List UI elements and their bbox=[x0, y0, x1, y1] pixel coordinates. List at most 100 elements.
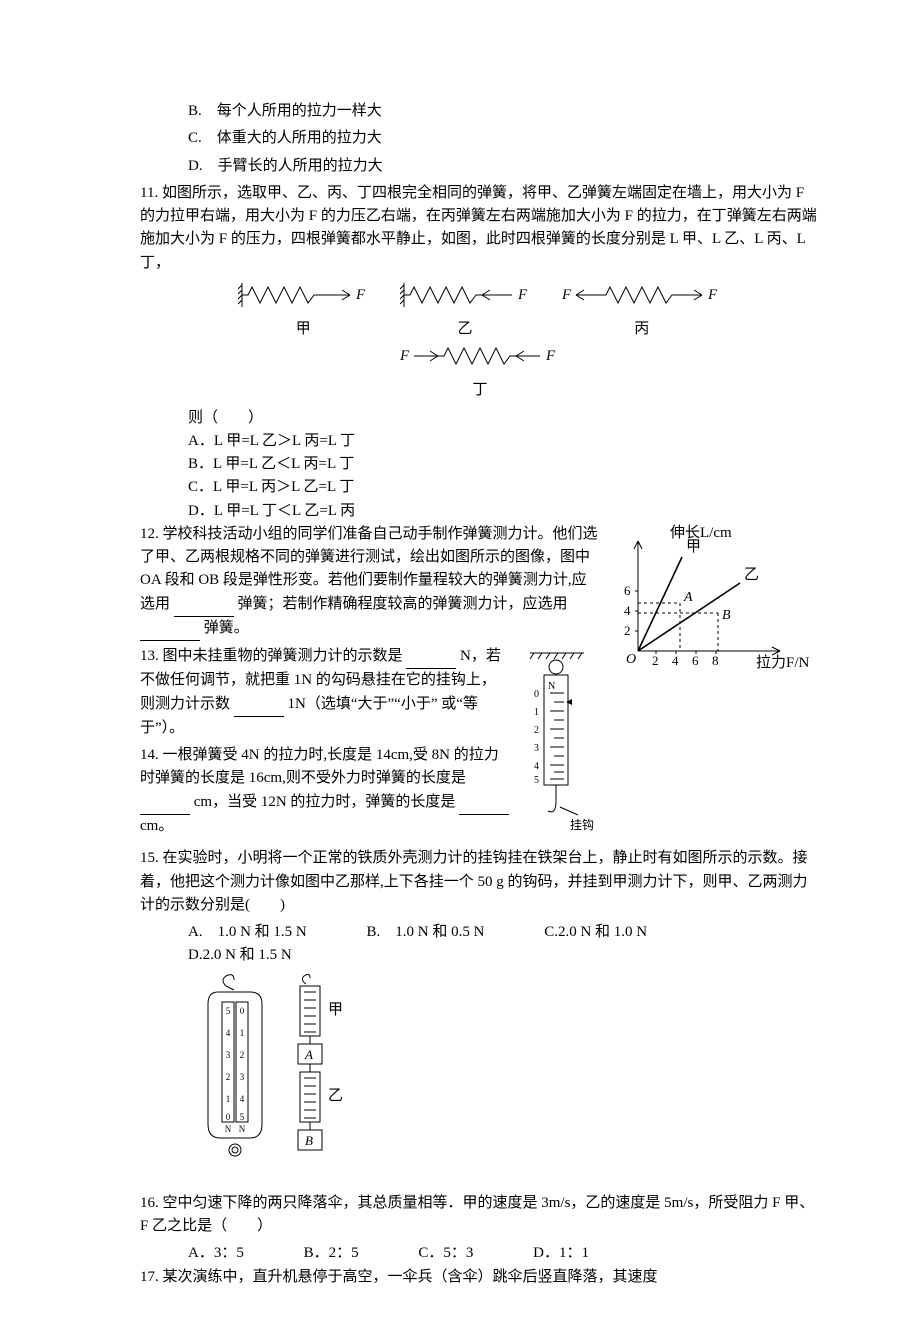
svg-text:2: 2 bbox=[534, 725, 539, 736]
spring-label: 甲 bbox=[238, 318, 368, 341]
spring-label: 丙 bbox=[562, 318, 722, 341]
svg-text:B: B bbox=[305, 1133, 313, 1148]
opt-text: 每个人所用的拉力一样大 bbox=[217, 103, 382, 119]
q15-opt-a: A. 1.0 N 和 1.5 N bbox=[188, 921, 335, 944]
opt-letter: D. bbox=[140, 158, 218, 174]
svg-text:挂钩: 挂钩 bbox=[570, 818, 594, 832]
q15-options: A. 1.0 N 和 1.5 N B. 1.0 N 和 0.5 N C.2.0 … bbox=[140, 921, 820, 968]
opt-letter: C. bbox=[140, 130, 217, 146]
svg-text:N: N bbox=[548, 681, 555, 692]
svg-text:F: F bbox=[707, 287, 718, 303]
svg-text:5: 5 bbox=[226, 1006, 231, 1016]
q13-figure: N 0 1 2 3 4 5 挂钩 bbox=[520, 645, 600, 843]
q16-opt-d: D．1：1 bbox=[533, 1242, 617, 1265]
svg-text:8: 8 bbox=[712, 653, 719, 668]
svg-text:甲: 甲 bbox=[328, 1002, 343, 1018]
svg-text:B: B bbox=[722, 608, 731, 623]
prev-option-c: C. 体重大的人所用的拉力大 bbox=[140, 127, 820, 150]
svg-text:4: 4 bbox=[672, 653, 679, 668]
opt-text: 1.0 N 和 1.5 N bbox=[218, 921, 307, 944]
blank bbox=[174, 593, 234, 617]
opt-text: 2.0 N 和 1.5 N bbox=[203, 944, 292, 967]
q11-figure: F 甲 F 乙 F F 丙 F bbox=[140, 281, 820, 403]
q14: 14. 一根弹簧受 4N 的拉力时,长度是 14cm,受 8N 的拉力时弹簧的长… bbox=[140, 744, 820, 838]
q-number: 12. bbox=[140, 526, 159, 542]
opt-text: 手臂长的人所用的拉力大 bbox=[218, 158, 383, 174]
q15-opt-b: B. 1.0 N 和 0.5 N bbox=[367, 921, 513, 944]
svg-text:0: 0 bbox=[226, 1112, 231, 1122]
q15-opt-d: D.2.0 N 和 1.5 N bbox=[188, 944, 320, 967]
opt-text: L 甲=L 乙＜L 丙=L 丁 bbox=[213, 456, 354, 472]
svg-text:4: 4 bbox=[624, 603, 631, 618]
svg-text:6: 6 bbox=[692, 653, 699, 668]
q-number: 16. bbox=[140, 1195, 159, 1211]
blank bbox=[459, 791, 509, 815]
q11-opt-b: B．L 甲=L 乙＜L 丙=L 丁 bbox=[140, 453, 820, 476]
svg-text:A: A bbox=[683, 590, 693, 605]
q16: 16. 空中匀速下降的两只降落伞，其总质量相等．甲的速度是 3m/s，乙的速度是… bbox=[140, 1192, 820, 1239]
q11-opt-c: C．L 甲=L 丙＞L 乙=L 丁 bbox=[140, 476, 820, 499]
svg-text:4: 4 bbox=[226, 1028, 231, 1038]
q-text: 空中匀速下降的两只降落伞，其总质量相等．甲的速度是 3m/s，乙的速度是 5m/… bbox=[140, 1195, 814, 1234]
svg-text:1: 1 bbox=[534, 707, 539, 718]
spring-ding: F F 丁 bbox=[400, 342, 560, 403]
q17: 17. 某次演练中，直升机悬停于高空，一伞兵（含伞）跳伞后竖直降落，其速度 bbox=[140, 1266, 820, 1289]
q11-opt-d: D．L 甲=L 丁＜L 乙=L 丙 bbox=[140, 500, 820, 523]
opt-text: 3：5 bbox=[214, 1242, 244, 1265]
svg-text:2: 2 bbox=[226, 1072, 231, 1082]
q16-opt-a: A．3：5 bbox=[188, 1242, 272, 1265]
q16-options: A．3：5 B．2：5 C．5：3 D．1：1 bbox=[140, 1242, 820, 1265]
opt-text: 2.0 N 和 1.0 N bbox=[558, 921, 647, 944]
q12-graph: 伸长L/cm 2 4 6 2 4 6 8 O 拉力F/N 甲 A 乙 B bbox=[610, 523, 820, 681]
svg-text:5: 5 bbox=[534, 775, 539, 786]
svg-text:F: F bbox=[545, 348, 556, 364]
q11-tail: 则（ ） bbox=[140, 407, 820, 430]
svg-text:F: F bbox=[400, 348, 410, 364]
opt-text: L 甲=L 乙＞L 丙=L 丁 bbox=[214, 433, 355, 449]
svg-text:3: 3 bbox=[534, 743, 539, 754]
spring-label: 丁 bbox=[400, 379, 560, 402]
q11: 11. 如图所示，选取甲、乙、丙、丁四根完全相同的弹簧，将甲、乙弹簧左端固定在墙… bbox=[140, 182, 820, 275]
svg-text:0: 0 bbox=[534, 689, 539, 700]
q-number: 11. bbox=[140, 185, 158, 201]
svg-text:1: 1 bbox=[240, 1028, 245, 1038]
svg-text:乙: 乙 bbox=[744, 567, 759, 583]
q15-opt-c: C.2.0 N 和 1.0 N bbox=[544, 921, 675, 944]
blank bbox=[140, 617, 200, 641]
q-number: 15. bbox=[140, 850, 159, 866]
spring-bing: F F 丙 bbox=[562, 281, 722, 342]
opt-text: 1：1 bbox=[559, 1242, 589, 1265]
spring-yi: F 乙 bbox=[400, 281, 530, 342]
svg-text:乙: 乙 bbox=[328, 1088, 343, 1104]
q-text: 弹簧。 bbox=[204, 620, 249, 636]
svg-text:F: F bbox=[562, 287, 572, 303]
svg-text:F: F bbox=[517, 287, 528, 303]
svg-text:2: 2 bbox=[624, 623, 631, 638]
blank bbox=[234, 693, 284, 717]
q11-opt-a: A．L 甲=L 乙＞L 丙=L 丁 bbox=[140, 430, 820, 453]
spring-label: 乙 bbox=[400, 318, 530, 341]
svg-text:O: O bbox=[626, 652, 636, 667]
blank bbox=[406, 645, 456, 669]
opt-text: L 甲=L 丙＞L 乙=L 丁 bbox=[213, 479, 354, 495]
opt-letter: B. bbox=[140, 103, 217, 119]
svg-text:6: 6 bbox=[624, 583, 631, 598]
q-text: cm，当受 12N 的拉力时，弹簧的长度是 bbox=[194, 794, 456, 810]
svg-text:4: 4 bbox=[240, 1094, 245, 1104]
svg-text:2: 2 bbox=[652, 653, 659, 668]
q-number: 14. bbox=[140, 747, 159, 763]
svg-text:4: 4 bbox=[534, 761, 539, 772]
opt-text: 体重大的人所用的拉力大 bbox=[217, 130, 382, 146]
svg-text:N: N bbox=[225, 1124, 232, 1134]
opt-text: 5：3 bbox=[443, 1242, 473, 1265]
svg-text:F: F bbox=[355, 287, 366, 303]
blank bbox=[140, 791, 190, 815]
svg-text:2: 2 bbox=[240, 1050, 245, 1060]
svg-text:A: A bbox=[304, 1047, 313, 1062]
q15-figure: 50 41 32 23 14 05 NN 甲 A bbox=[200, 974, 820, 1182]
prev-option-b: B. 每个人所用的拉力一样大 bbox=[140, 100, 820, 123]
q-text: 一根弹簧受 4N 的拉力时,长度是 14cm,受 8N 的拉力时弹簧的长度是 1… bbox=[140, 747, 499, 786]
opt-text: 1.0 N 和 0.5 N bbox=[395, 921, 484, 944]
svg-text:甲: 甲 bbox=[686, 539, 701, 555]
q-number: 17. bbox=[140, 1269, 159, 1285]
